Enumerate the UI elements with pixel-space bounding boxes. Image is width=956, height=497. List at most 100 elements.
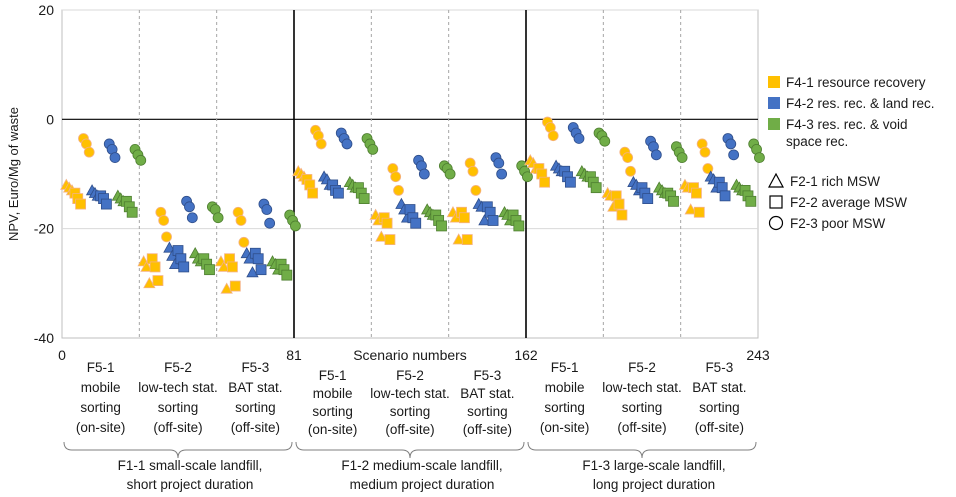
marker-circle <box>650 149 662 161</box>
marker-circle <box>496 168 508 180</box>
marker-circle <box>547 130 559 142</box>
marker-circle <box>212 212 224 224</box>
marker-triangle <box>452 233 465 245</box>
marker-circle <box>367 143 379 155</box>
x-tick-label: 243 <box>746 347 770 363</box>
f5-group-label: mobile <box>313 386 353 401</box>
f5-group-label: (off-site) <box>231 420 280 435</box>
legend-color-swatch <box>768 118 780 130</box>
f5-group-label: F5-3 <box>473 368 501 383</box>
marker-circle <box>135 154 147 166</box>
f5-group-label: low-tech stat. <box>370 386 450 401</box>
f5-group-label: (off-site) <box>385 422 434 437</box>
marker-square <box>227 261 238 273</box>
marker-square <box>100 198 112 210</box>
marker-square <box>745 195 757 207</box>
f5-group-label: mobile <box>81 380 121 395</box>
f5-group-label: sorting <box>80 400 121 415</box>
f5-group-label: F5-2 <box>396 368 424 383</box>
f5-group-label: sorting <box>312 404 353 419</box>
marker-square <box>693 206 705 218</box>
legend-color-swatch <box>768 76 780 88</box>
f5-group-label: F5-1 <box>551 360 579 375</box>
marker-square <box>381 217 393 229</box>
marker-circle <box>444 168 456 180</box>
x-tick-label: 0 <box>58 347 66 363</box>
y-tick-label: 0 <box>46 111 54 127</box>
f5-group-label: BAT stat. <box>228 380 282 395</box>
marker-square <box>459 212 470 224</box>
f5-group-label: sorting <box>699 400 740 415</box>
marker-circle <box>493 157 505 169</box>
marker-square <box>668 195 679 207</box>
marker-square <box>461 234 473 246</box>
marker-circle <box>754 152 765 164</box>
marker-circle <box>522 171 533 183</box>
f1-brace <box>63 441 293 459</box>
marker-circle <box>158 215 170 226</box>
marker-square <box>642 193 654 205</box>
marker-circle <box>238 236 250 248</box>
marker-circle <box>341 138 353 150</box>
plot-frame <box>61 9 759 339</box>
marker-circle <box>264 217 276 229</box>
marker-square <box>487 215 499 226</box>
x-tick-label: 162 <box>514 347 538 363</box>
marker-square <box>281 269 293 281</box>
marker-circle <box>390 171 402 183</box>
marker-square <box>564 176 576 188</box>
marker-circle <box>573 133 585 144</box>
marker-triangle <box>684 203 697 215</box>
f5-group-label: low-tech stat. <box>138 380 218 395</box>
marker-square <box>307 187 319 199</box>
marker-circle <box>676 152 688 164</box>
marker-square <box>152 275 164 287</box>
marker-triangle <box>140 260 153 272</box>
marker-square <box>332 187 344 199</box>
marker-square <box>126 206 138 218</box>
y-axis-label: NPV, Euro/Mg of waste <box>6 107 21 241</box>
marker-circle <box>418 168 430 180</box>
marker-triangle <box>163 241 176 253</box>
marker-circle <box>290 220 301 232</box>
marker-square <box>691 187 702 199</box>
marker-square <box>75 198 87 210</box>
gridlines <box>62 9 758 230</box>
f5-group-label: mobile <box>545 380 585 395</box>
marker-circle <box>625 165 636 177</box>
marker-circle <box>702 163 714 174</box>
f5-group-label: (on-site) <box>76 420 126 435</box>
legend-f2-label: F2-3 poor MSW <box>790 216 886 231</box>
f5-group-label: (on-site) <box>308 422 358 437</box>
legend-triangle-icon <box>767 172 785 188</box>
legend: F4-1 resource recovery F4-2 res. rec. & l… <box>767 75 935 231</box>
marker-circle <box>186 212 198 224</box>
marker-square <box>513 220 525 232</box>
marker-square <box>204 264 215 276</box>
legend-f2-label: F2-1 rich MSW <box>790 174 880 189</box>
marker-circle <box>393 184 404 196</box>
marker-square <box>410 217 422 229</box>
f1-group-label: F1-3 large-scale landfill, <box>582 458 725 473</box>
f1-brace <box>527 441 757 459</box>
f5-group-label: sorting <box>544 400 585 415</box>
marker-square <box>149 261 161 273</box>
marker-square <box>539 176 551 188</box>
legend-f4-label: space rec. <box>786 134 848 149</box>
marker-circle <box>467 165 479 177</box>
marker-triangle <box>220 282 233 294</box>
marker-square <box>719 190 731 202</box>
f5-group-label: (off-site) <box>153 420 202 435</box>
f5-group-label: F5-3 <box>705 360 733 375</box>
marker-circle <box>599 135 611 147</box>
marker-square <box>252 253 264 265</box>
f5-group-label: BAT stat. <box>460 386 514 401</box>
marker-circle <box>161 231 172 243</box>
f5-group-label: F5-2 <box>164 360 192 375</box>
marker-square <box>616 209 628 221</box>
marker-circle <box>109 152 121 164</box>
f5-group-label: BAT stat. <box>692 380 746 395</box>
f5-group-label: sorting <box>235 400 276 415</box>
plot-border <box>61 9 759 339</box>
